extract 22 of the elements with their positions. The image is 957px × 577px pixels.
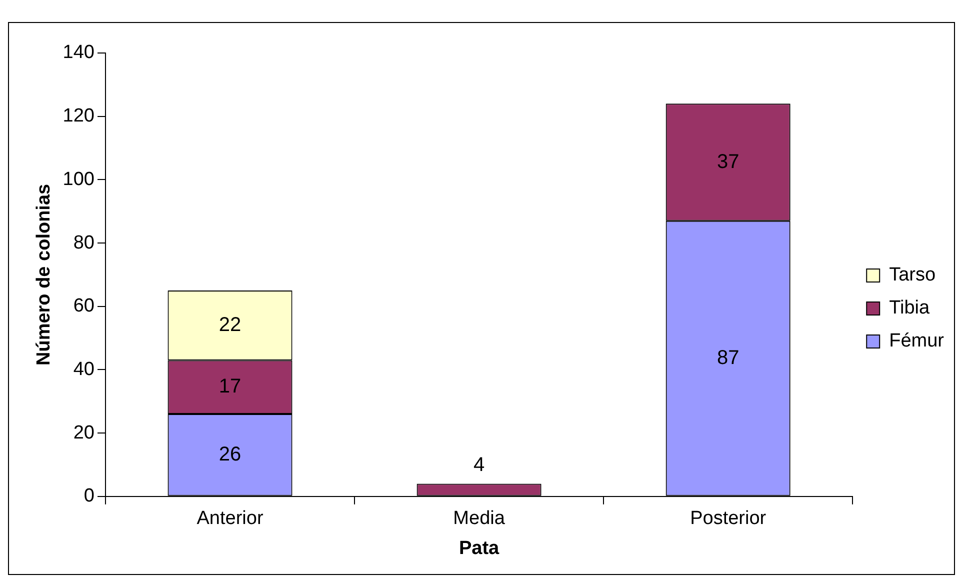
x-tick-label: Posterior — [690, 508, 767, 530]
x-tick-label: Media — [453, 508, 506, 530]
data-label: 17 — [218, 376, 242, 398]
y-axis-title: Número de colonias — [34, 184, 55, 366]
y-tick-label: 120 — [62, 106, 94, 127]
data-label: 26 — [218, 443, 242, 466]
data-label: 22 — [218, 314, 242, 336]
data-label: 87 — [716, 346, 740, 369]
y-tick-label: 40 — [73, 358, 94, 380]
y-tick-label: 80 — [73, 232, 94, 254]
data-label: 37 — [716, 150, 740, 173]
y-tick-label: 60 — [73, 296, 94, 317]
y-tick-label: 0 — [84, 486, 94, 507]
legend-label: Tarso — [889, 264, 936, 286]
data-label: 4 — [473, 454, 485, 476]
legend-label: Fémur — [889, 330, 945, 352]
y-tick-label: 20 — [73, 422, 94, 444]
y-tick-label: 100 — [62, 168, 94, 190]
y-tick-label: 140 — [62, 42, 94, 64]
x-tick-label: Anterior — [196, 508, 264, 530]
x-axis-title: Pata — [458, 538, 500, 559]
legend-label: Tibia — [889, 298, 930, 319]
